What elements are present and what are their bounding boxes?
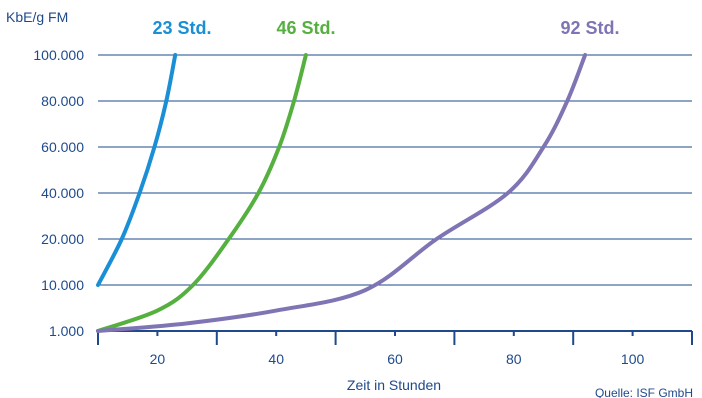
series-label: 92 Std. (560, 18, 619, 38)
x-tick-label: 40 (268, 351, 284, 367)
x-axis-label: Zeit in Stunden (347, 377, 441, 393)
y-axis-label: KbE/g FM (6, 9, 68, 25)
y-tick-label: 80.000 (41, 93, 84, 109)
series-label: 23 Std. (152, 18, 211, 38)
series-line (96, 53, 308, 333)
x-tick-label: 20 (150, 351, 166, 367)
series-lines (96, 53, 588, 333)
y-tick-label: 1.000 (49, 323, 84, 339)
y-tick-label: 100.000 (33, 47, 84, 63)
y-tick-label: 40.000 (41, 185, 84, 201)
x-tick-label: 80 (506, 351, 522, 367)
gridlines (98, 54, 692, 286)
y-tick-labels: 1.000 10.000 20.000 40.000 60.000 80.000 100.0… (33, 47, 84, 339)
series-label: 46 Std. (276, 18, 335, 38)
x-tick-labels: 20 40 60 80 100 (150, 351, 645, 367)
y-tick-label: 10.000 (41, 277, 84, 293)
x-tick-label: 60 (387, 351, 403, 367)
series-labels: 23 Std. 46 Std. 92 Std. (152, 18, 619, 38)
y-tick-label: 20.000 (41, 231, 84, 247)
series-line (96, 53, 178, 287)
series-line (96, 53, 588, 333)
x-tick-label: 100 (621, 351, 645, 367)
source-note: Quelle: ISF GmbH (595, 386, 693, 398)
axes (97, 330, 693, 345)
y-tick-label: 60.000 (41, 139, 84, 155)
